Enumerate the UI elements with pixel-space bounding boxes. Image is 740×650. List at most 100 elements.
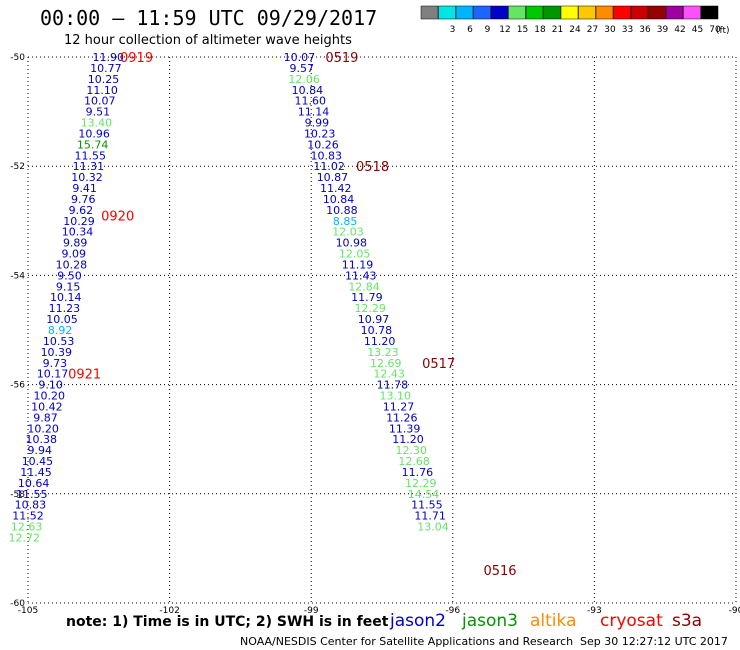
y-tick-label: -56 [10, 381, 25, 391]
y-tick-label: -60 [10, 599, 25, 609]
x-tick-label: -102 [159, 606, 179, 616]
swh-value: 9.09 [62, 248, 87, 261]
swh-value: 11.55 [411, 499, 443, 512]
swh-value: 11.02 [313, 160, 345, 173]
swh-value: 10.42 [31, 400, 63, 413]
x-tick-label: -90 [729, 606, 740, 616]
color-scale-swatch [420, 5, 439, 20]
footer-note: note: 1) Time is in UTC; 2) SWH is in fe… [66, 614, 389, 630]
swh-value: 10.14 [50, 291, 82, 304]
swh-value: 11.60 [295, 95, 327, 108]
swh-value: 12.29 [405, 477, 437, 490]
swh-value: 12.30 [396, 444, 428, 457]
footer-credit: NOAA/NESDIS Center for Satellite Applica… [240, 635, 573, 648]
swh-value: 11.55 [75, 149, 107, 162]
swh-value: 9.41 [72, 182, 97, 195]
color-scale-label: 36 [639, 25, 651, 35]
swh-value: 11.78 [377, 379, 409, 392]
x-tick-label: -96 [445, 606, 460, 616]
swh-value: 13.23 [367, 346, 399, 359]
color-scale-label: 24 [569, 25, 581, 35]
swh-value: 11.39 [389, 422, 421, 435]
swh-value: 9.57 [290, 62, 315, 75]
swh-value: 9.15 [56, 280, 81, 293]
swh-value: 12.43 [373, 368, 405, 381]
swh-value: 9.89 [63, 237, 88, 250]
swh-value: 9.87 [33, 411, 58, 424]
legend-item-s3a: s3a [672, 611, 702, 631]
plot-area: -50 -52 -54 -56 -58 -60-105 -102 -99 -96 -93 -90 11… [8, 51, 740, 616]
time-label: 0517 [422, 357, 455, 372]
color-scale-unit: (ft) [716, 26, 730, 36]
swh-value: 12.72 [8, 531, 40, 544]
color-scale-swatch [665, 5, 684, 20]
swh-value: 12.69 [370, 357, 402, 370]
color-scale-swatch [700, 5, 719, 20]
swh-value: 12.68 [398, 455, 430, 468]
swh-value: 12.05 [339, 248, 371, 261]
y-tick-label: -50 [10, 53, 25, 63]
color-scale-swatch [613, 5, 631, 20]
swh-value: 11.52 [12, 510, 44, 523]
swh-value: 10.77 [90, 62, 122, 75]
footer-timestamp: Sep 30 12:27:12 UTC 2017 [580, 635, 728, 648]
color-scale-label: 9 [485, 25, 491, 35]
swh-value: 11.20 [364, 335, 396, 348]
time-label: 0518 [356, 160, 389, 175]
swh-value: 11.90 [92, 51, 124, 64]
x-tick-label: -99 [304, 606, 319, 616]
color-scale-swatch [630, 5, 649, 20]
swh-value: 10.07 [284, 51, 316, 64]
swh-value: 11.43 [345, 269, 377, 282]
color-scale-label: 27 [587, 25, 598, 35]
color-scale-label: 30 [604, 25, 616, 35]
swh-value: 10.84 [323, 193, 355, 206]
swh-value: 10.17 [37, 368, 69, 381]
swh-value: 8.85 [333, 215, 358, 228]
swh-value: 10.83 [15, 499, 47, 512]
color-scale-swatch [543, 5, 561, 20]
swh-value: 8.92 [48, 324, 73, 337]
color-scale-label: 33 [622, 25, 633, 35]
swh-value: 11.45 [20, 466, 52, 479]
color-scale-label: 39 [657, 25, 669, 35]
swh-value: 10.84 [292, 84, 324, 97]
swh-value: 9.99 [305, 117, 330, 130]
chart-title: 00:00 – 11:59 UTC 09/29/2017 [40, 6, 377, 30]
swh-value: 10.38 [25, 433, 57, 446]
swh-value: 10.05 [46, 313, 78, 326]
color-scale-swatch [455, 5, 474, 20]
swh-value: 10.20 [33, 390, 65, 403]
legend-item-jason3: jason3 [461, 611, 518, 631]
swh-value: 12.03 [332, 226, 364, 239]
swh-value: 10.98 [336, 237, 368, 250]
swh-value: 10.96 [78, 127, 110, 140]
time-label: 0921 [68, 368, 101, 383]
swh-value: 10.29 [63, 215, 95, 228]
color-scale-label: 45 [692, 25, 703, 35]
chart-subtitle: 12 hour collection of altimeter wave hei… [64, 33, 352, 48]
swh-value: 15.74 [77, 138, 109, 151]
color-scale-label: 15 [517, 25, 528, 35]
color-scale-label: 18 [534, 25, 546, 35]
color-scale-label: 6 [467, 25, 473, 35]
swh-value: 10.45 [22, 455, 54, 468]
color-scale-swatch [578, 5, 596, 20]
swh-value: 9.62 [69, 204, 94, 217]
color-scale-swatch [683, 5, 701, 20]
swh-value: 10.20 [27, 422, 59, 435]
swh-value: 10.39 [41, 346, 73, 359]
color-scale-swatch [490, 5, 509, 20]
swh-value: 11.31 [73, 160, 105, 173]
swh-value: 10.25 [88, 73, 120, 86]
swh-value: 10.26 [307, 138, 339, 151]
swh-value: 10.83 [311, 149, 343, 162]
color-scale-swatch [595, 5, 614, 20]
swh-value: 10.88 [326, 204, 358, 217]
swh-value: 10.87 [317, 171, 349, 184]
swh-value: 11.27 [383, 400, 415, 413]
color-scale-label: 12 [499, 25, 510, 35]
swh-value: 10.34 [62, 226, 94, 239]
swh-value: 9.76 [71, 193, 96, 206]
